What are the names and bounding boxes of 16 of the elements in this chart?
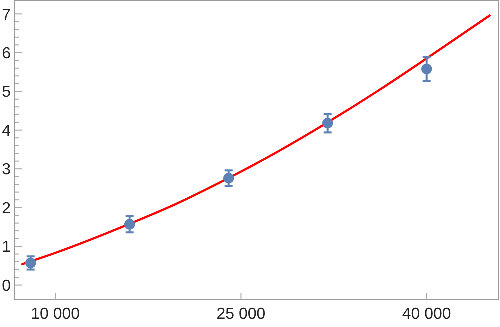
point — [124, 219, 136, 230]
y-tick-label: 5 — [2, 84, 12, 102]
y-tick-label: 2 — [2, 200, 12, 218]
y-tick-label: 6 — [2, 46, 12, 62]
point — [223, 173, 234, 184]
y-tick-label: 1 — [2, 239, 12, 256]
line-series — [21, 14, 492, 266]
point — [422, 64, 432, 75]
y-tick-label: 3 — [2, 162, 12, 179]
x-tick-label: 40 000 — [402, 306, 452, 323]
y-tick-label: 7 — [2, 6, 12, 24]
y-tick-label: 4 — [2, 122, 12, 140]
x-tick-label: 10 000 — [31, 306, 80, 323]
point — [322, 118, 334, 129]
y-tick-label: 0 — [2, 278, 12, 295]
x-tick-label: 25 000 — [216, 306, 266, 323]
